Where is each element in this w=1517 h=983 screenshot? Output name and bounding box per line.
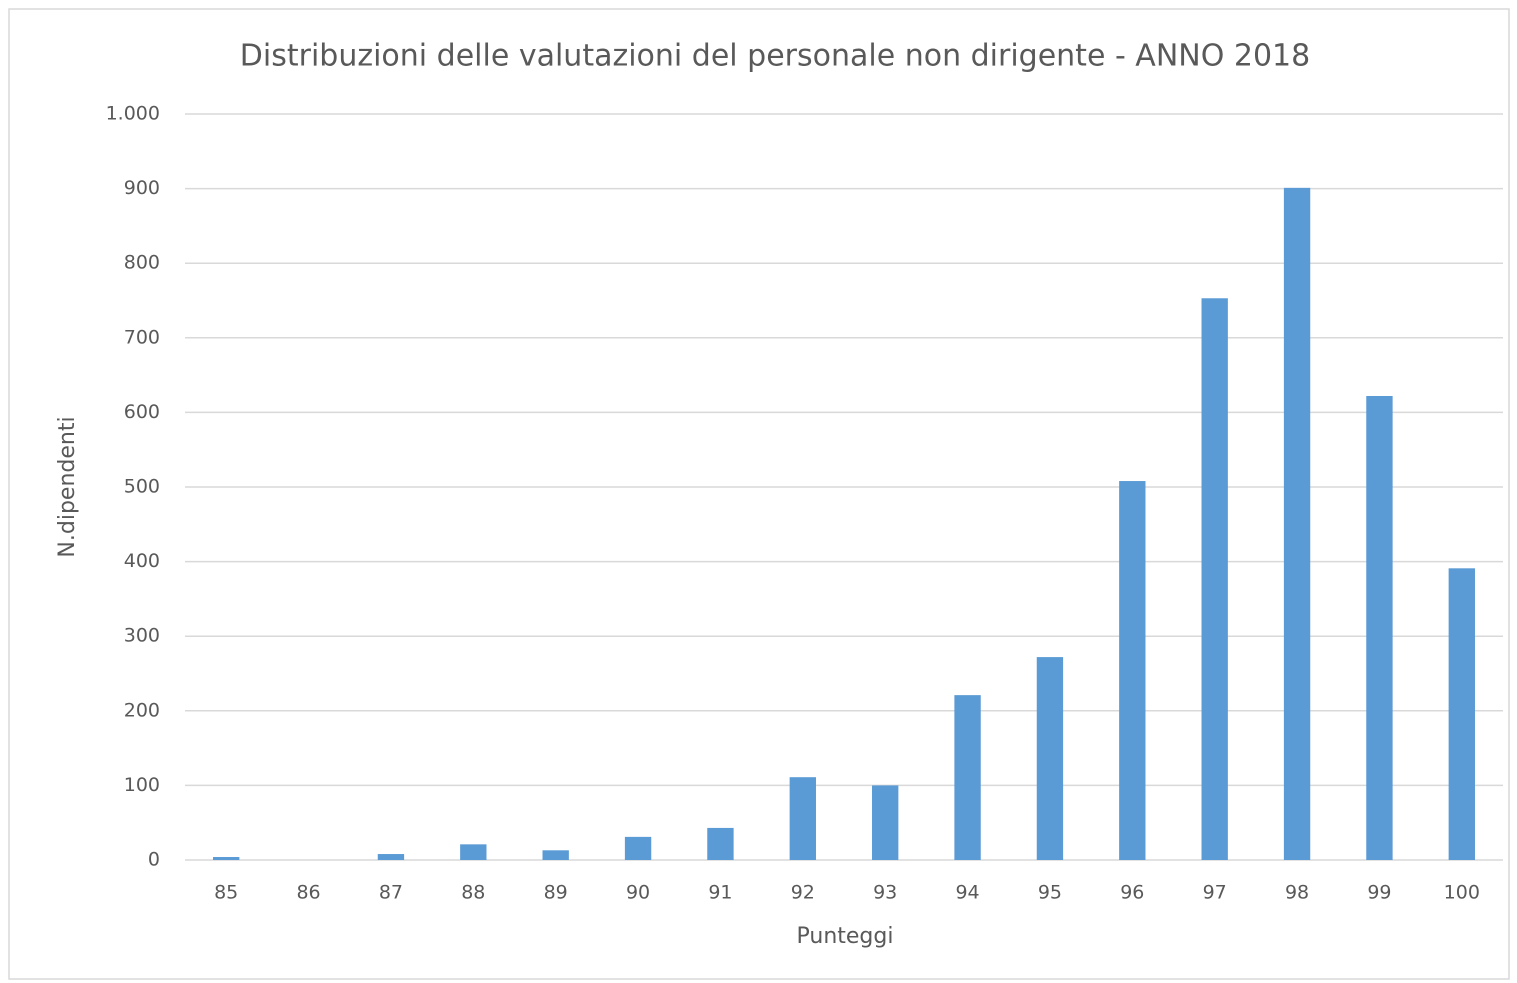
bar bbox=[624, 836, 652, 860]
x-tick-label: 96 bbox=[1120, 882, 1144, 904]
x-tick-label: 89 bbox=[544, 882, 568, 904]
bar bbox=[1201, 298, 1228, 861]
x-axis-label: Punteggi bbox=[797, 924, 894, 949]
chart-title: Distribuzioni delle valutazioni del pers… bbox=[240, 39, 1310, 74]
y-tick-label: 700 bbox=[124, 326, 160, 348]
bar bbox=[954, 695, 981, 860]
x-tick-label: 90 bbox=[626, 882, 650, 904]
bar bbox=[460, 844, 487, 860]
x-tick-label: 86 bbox=[296, 882, 320, 904]
bar bbox=[1366, 395, 1393, 860]
y-tick-label: 1.000 bbox=[106, 103, 160, 125]
bar bbox=[213, 857, 240, 860]
bar bbox=[789, 777, 816, 860]
y-tick-label: 400 bbox=[124, 550, 160, 572]
x-tick-label: 95 bbox=[1038, 882, 1062, 904]
bar bbox=[707, 827, 734, 860]
bar bbox=[1448, 568, 1475, 860]
y-tick-label: 200 bbox=[124, 699, 160, 721]
bar bbox=[1119, 481, 1146, 860]
y-tick-label: 800 bbox=[124, 252, 160, 274]
y-tick-label: 100 bbox=[124, 774, 160, 796]
x-tick-label: 88 bbox=[461, 882, 485, 904]
bar bbox=[1036, 657, 1064, 860]
y-axis-label: N.dipendenti bbox=[55, 416, 80, 557]
chart-frame bbox=[8, 8, 1510, 980]
y-tick-label: 0 bbox=[148, 849, 160, 871]
x-tick-label: 85 bbox=[214, 882, 238, 904]
y-tick-label: 300 bbox=[124, 625, 160, 647]
y-tick-label: 600 bbox=[124, 401, 160, 423]
x-tick-label: 99 bbox=[1367, 882, 1391, 904]
bar bbox=[872, 785, 899, 860]
x-tick-label: 92 bbox=[791, 882, 815, 904]
x-tick-label: 87 bbox=[379, 882, 403, 904]
x-tick-label: 93 bbox=[873, 882, 897, 904]
y-tick-label: 900 bbox=[124, 177, 160, 199]
x-tick-label: 97 bbox=[1203, 882, 1227, 904]
x-tick-label: 91 bbox=[708, 882, 732, 904]
x-tick-label: 98 bbox=[1285, 882, 1309, 904]
bar bbox=[542, 850, 569, 860]
bar bbox=[1283, 187, 1311, 860]
x-tick-label: 94 bbox=[955, 882, 979, 904]
bar bbox=[377, 854, 405, 860]
x-tick-label: 100 bbox=[1444, 882, 1480, 904]
y-tick-label: 500 bbox=[124, 476, 160, 498]
